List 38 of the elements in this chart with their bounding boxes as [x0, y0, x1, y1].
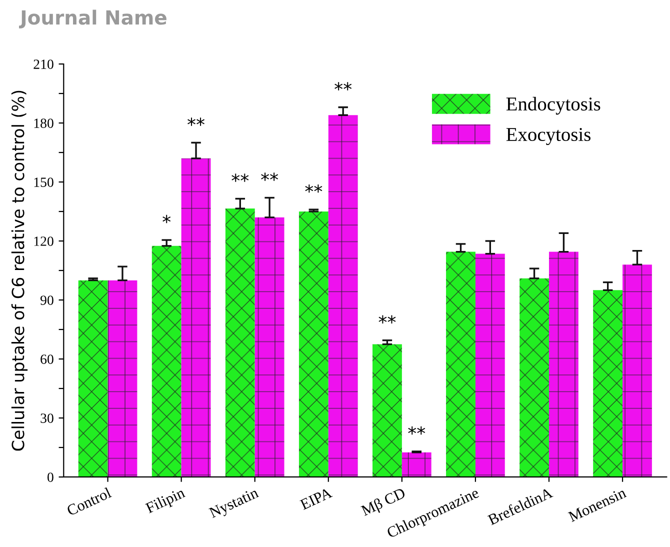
bar: [225, 208, 255, 477]
x-tick-label: EIPA: [299, 487, 333, 510]
y-tick-label: 90: [40, 296, 54, 305]
bar: [78, 280, 108, 477]
bar: [108, 280, 138, 477]
chart-title: Journal Name: [19, 10, 166, 28]
y-axis-title: Cellular uptake of C6 relative to control (%): [11, 90, 28, 451]
bar: [402, 452, 432, 477]
y-tick-label: 120: [34, 236, 54, 246]
x-tick-label: Filipin: [144, 486, 187, 516]
annotation: **: [334, 82, 352, 90]
y-tick-label: 180: [34, 118, 54, 128]
annotation: **: [261, 172, 278, 181]
y-tick-label: 210: [34, 60, 54, 69]
annotation: **: [232, 174, 249, 182]
bar: [181, 158, 211, 477]
annotation: *: [162, 214, 171, 224]
annotation: **: [188, 118, 205, 126]
bar: [593, 290, 623, 477]
bar: [446, 252, 476, 477]
y-tick-label: 60: [40, 354, 54, 364]
bar: [548, 252, 578, 477]
bar: [520, 278, 549, 477]
bar: [298, 211, 328, 477]
bar: [254, 217, 284, 477]
y-tick-label: 150: [34, 178, 54, 187]
annotation: **: [408, 426, 426, 435]
annotation: **: [305, 184, 322, 193]
y-tick-label: 0: [48, 472, 54, 482]
legend-label: Endocytosis: [506, 96, 600, 115]
bar: [622, 264, 652, 477]
legend-label: Exocytosis: [506, 128, 590, 146]
annotation: **: [378, 315, 396, 324]
bar: [152, 246, 182, 477]
bar: [475, 254, 505, 477]
bar: [328, 115, 358, 477]
y-tick-label: 30: [40, 414, 54, 423]
bar: [372, 344, 402, 477]
